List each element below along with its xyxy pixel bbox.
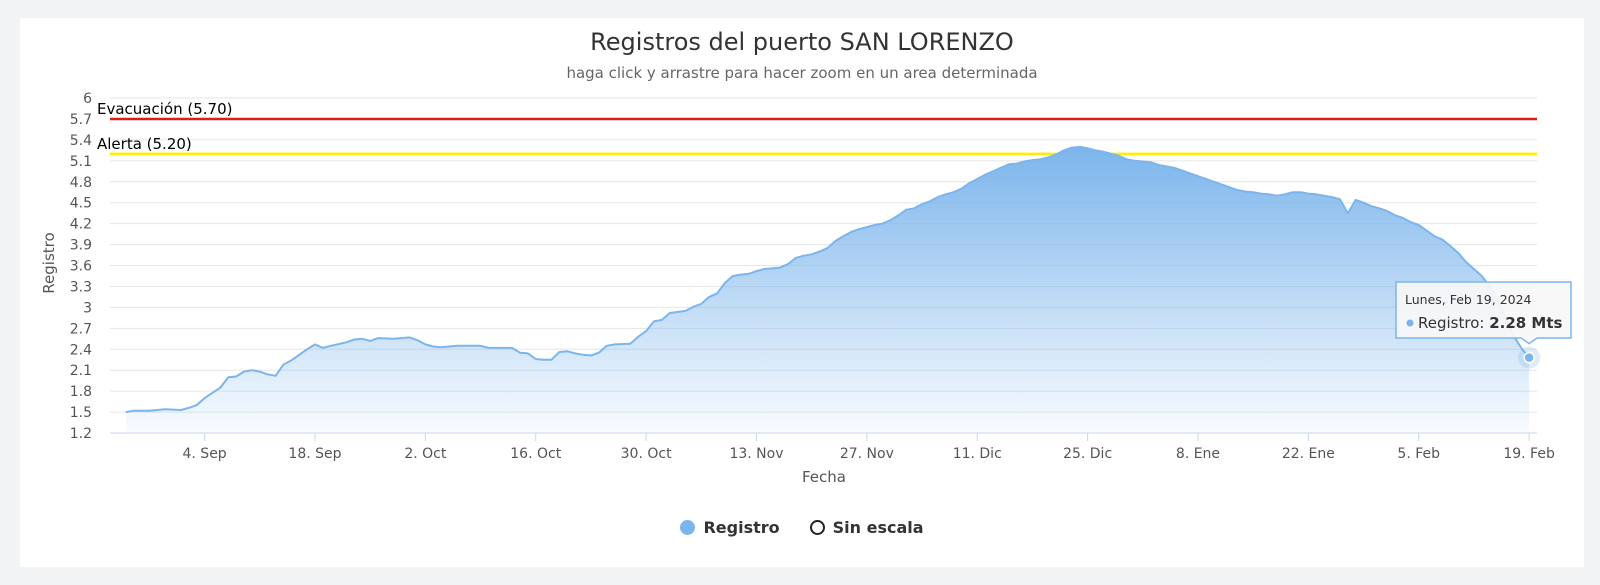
y-tick-label: 5.4: [70, 133, 92, 149]
x-tick-label: 27. Nov: [840, 446, 894, 462]
threshold-label: Alerta (5.20): [97, 135, 192, 153]
x-tick-label: 18. Sep: [288, 446, 341, 462]
threshold-label: Evacuación (5.70): [97, 100, 232, 118]
chart-title: Registros del puerto SAN LORENZO: [590, 28, 1014, 56]
x-tick-label: 16. Oct: [510, 446, 561, 462]
legend-label-sin-escala: Sin escala: [832, 518, 924, 537]
y-tick-label: 3.3: [70, 279, 92, 295]
legend: Registro Sin escala: [20, 518, 1584, 537]
chart-svg[interactable]: Registros del puerto SAN LORENZO haga cl…: [20, 18, 1584, 567]
x-tick-label: 8. Ene: [1176, 446, 1220, 462]
y-tick-label: 1.5: [70, 405, 92, 421]
x-tick-label: 19. Feb: [1503, 446, 1555, 462]
legend-marker-sin-escala: [809, 520, 825, 535]
tooltip-value-line: Registro: 2.28 Mts: [1418, 314, 1563, 332]
y-axis-ticks: 1.2 1.5 1.8 2.1 2.4 2.7 3 3.3 3.6 3.9 4.2 4.5 4.8 5.1…: [70, 91, 92, 442]
y-tick-label: 1.8: [70, 384, 92, 400]
y-tick-label: 5.7: [70, 112, 92, 128]
threshold-lines: Evacuación (5.70) Alerta (5.20): [97, 100, 1537, 156]
y-tick-label: 6: [83, 91, 92, 107]
tooltip: Lunes, Feb 19, 2024 Registro: 2.28 Mts: [1395, 281, 1572, 369]
y-tick-label: 2.4: [70, 342, 92, 358]
tooltip-series-dot: [1406, 319, 1414, 327]
x-tick-label: 11. Dic: [953, 446, 1002, 462]
y-tick-label: 4.2: [70, 217, 92, 233]
x-axis-label: Fecha: [802, 468, 846, 486]
chart-subtitle: haga click y arrastre para hacer zoom en…: [566, 64, 1037, 82]
y-tick-label: 4.5: [70, 196, 92, 212]
x-axis: 4. Sep 18. Sep 2. Oct 16. Oct 30. Oct 13. Nov…: [110, 432, 1555, 462]
x-tick-label: 5. Feb: [1397, 446, 1440, 462]
x-tick-label: 22. Ene: [1282, 446, 1335, 462]
tooltip-value: 2.28 Mts: [1489, 314, 1562, 332]
legend-item-registro[interactable]: Registro: [680, 518, 780, 537]
x-tick-label: 30. Oct: [621, 446, 672, 462]
tooltip-box: [1395, 281, 1572, 345]
legend-label-registro: Registro: [703, 518, 780, 537]
y-axis-label: Registro: [40, 232, 58, 293]
series-line-registro[interactable]: [125, 145, 1530, 414]
y-tick-label: 2.1: [70, 363, 92, 379]
tooltip-date: Lunes, Feb 19, 2024: [1405, 292, 1532, 307]
y-tick-label: 3.6: [70, 259, 92, 275]
series-area-registro: [125, 146, 1530, 433]
hover-point[interactable]: [1523, 351, 1535, 364]
x-tick-label: 4. Sep: [183, 446, 227, 462]
y-tick-label: 1.2: [70, 426, 92, 442]
chart-card: Registros del puerto SAN LORENZO haga cl…: [20, 18, 1584, 567]
y-tick-label: 3: [83, 300, 92, 316]
x-tick-label: 13. Nov: [729, 446, 783, 462]
y-tick-label: 4.8: [70, 175, 92, 191]
legend-item-sin-escala[interactable]: Sin escala: [809, 518, 924, 537]
y-tick-label: 5.1: [70, 154, 92, 170]
x-tick-label: 2. Oct: [404, 446, 447, 462]
legend-marker-registro: [680, 520, 696, 535]
x-tick-label: 25. Dic: [1063, 446, 1112, 462]
y-tick-label: 2.7: [70, 321, 92, 337]
tooltip-series-label: Registro:: [1418, 314, 1489, 332]
y-tick-label: 3.9: [70, 238, 92, 254]
series-registro[interactable]: [125, 145, 1530, 433]
